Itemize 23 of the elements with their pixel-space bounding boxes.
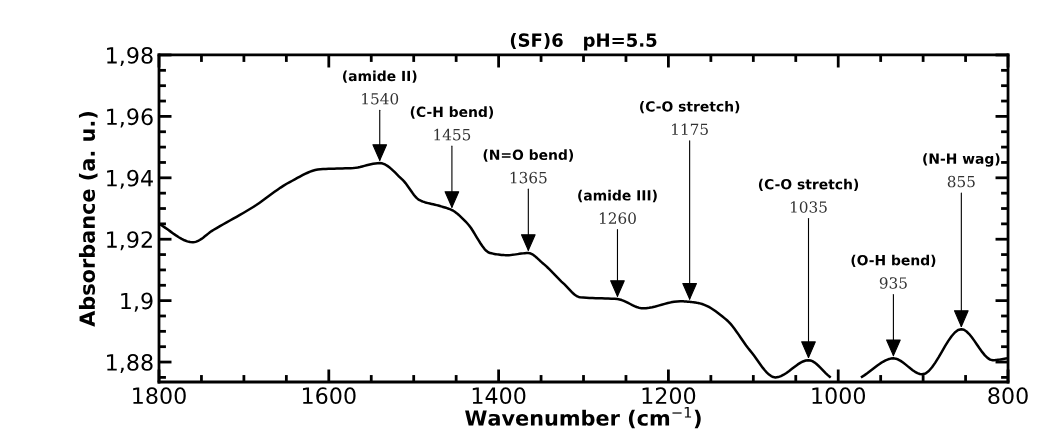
y-tick-label: 1,94 — [107, 169, 153, 189]
annotation: (C-O stretch) 1035 — [758, 178, 859, 213]
x-tick-label: 1400 — [472, 387, 526, 405]
y-axis-title: Absorbance (a. u.) — [78, 112, 98, 327]
y-tick-label: 1,96 — [107, 108, 153, 128]
annotation: (O-H bend) 935 — [851, 254, 936, 289]
y-tick-label: 1,92 — [107, 231, 152, 251]
x-tick-label: 1000 — [812, 387, 866, 405]
chart-title: (SF)6 pH=5.5 — [510, 32, 657, 51]
x-axis-title: Wavenumber (cm$^{−1}$) — [465, 406, 701, 429]
annotation: (C-H bend) 1455 — [410, 106, 494, 141]
annotation: (amide II) 1540 — [343, 70, 417, 105]
annotation: (C-O stretch) 1175 — [640, 100, 740, 136]
x-tick-label: 1600 — [302, 387, 356, 405]
annotation: (N-H wag) 855 — [923, 153, 1000, 188]
y-tick-label: 1,9 — [121, 292, 153, 312]
annotation: (N=O bend) 1365 — [483, 149, 574, 184]
x-tick-label: 800 — [988, 387, 1028, 405]
y-tick-label: 1,98 — [107, 46, 153, 67]
x-tick-label: 1800 — [133, 387, 186, 405]
annotation: (amide III) 1260 — [578, 189, 657, 224]
y-tick-label: 1,88 — [107, 354, 153, 374]
x-tick-label: 1200 — [642, 387, 696, 405]
